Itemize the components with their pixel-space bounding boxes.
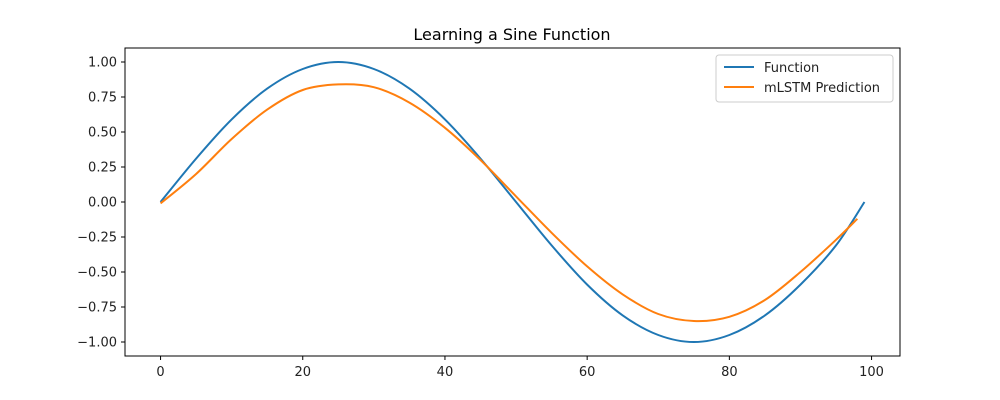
y-tick-label: −1.00	[77, 336, 117, 351]
series-line-mlstm-prediction	[159, 83, 859, 323]
y-tick-label: 1.00	[88, 56, 117, 71]
y-tick-label: 0.00	[88, 196, 117, 211]
x-tick-label: 20	[294, 365, 311, 380]
x-tick-label: 40	[437, 365, 454, 380]
y-tick-label: −0.75	[77, 301, 117, 316]
y-tick-label: −0.25	[77, 231, 117, 246]
x-tick-label: 60	[579, 365, 596, 380]
x-tick-label: 80	[721, 365, 738, 380]
chart-title: Learning a Sine Function	[413, 25, 610, 44]
x-tick-label: 100	[859, 365, 884, 380]
y-axis-ticks: 1.00 0.75 0.50 0.25 0.00 −0.25 −0.50 −0.75 −1.00	[77, 56, 125, 351]
x-tick-label: 0	[156, 365, 164, 380]
legend-box	[715, 54, 894, 103]
y-tick-label: 0.75	[88, 91, 117, 106]
legend: Function mLSTM Prediction	[715, 54, 894, 103]
x-axis-ticks: 0 20 40 60 80 100	[156, 356, 884, 380]
y-tick-label: 0.50	[88, 126, 117, 141]
y-tick-label: 0.25	[88, 161, 117, 176]
series-line-function	[159, 61, 866, 343]
series-layer	[159, 61, 866, 343]
legend-label-function: Function	[764, 61, 819, 76]
legend-label-mlstm-prediction: mLSTM Prediction	[764, 81, 880, 96]
y-tick-label: −0.50	[77, 266, 117, 281]
plot-frame	[124, 47, 901, 357]
